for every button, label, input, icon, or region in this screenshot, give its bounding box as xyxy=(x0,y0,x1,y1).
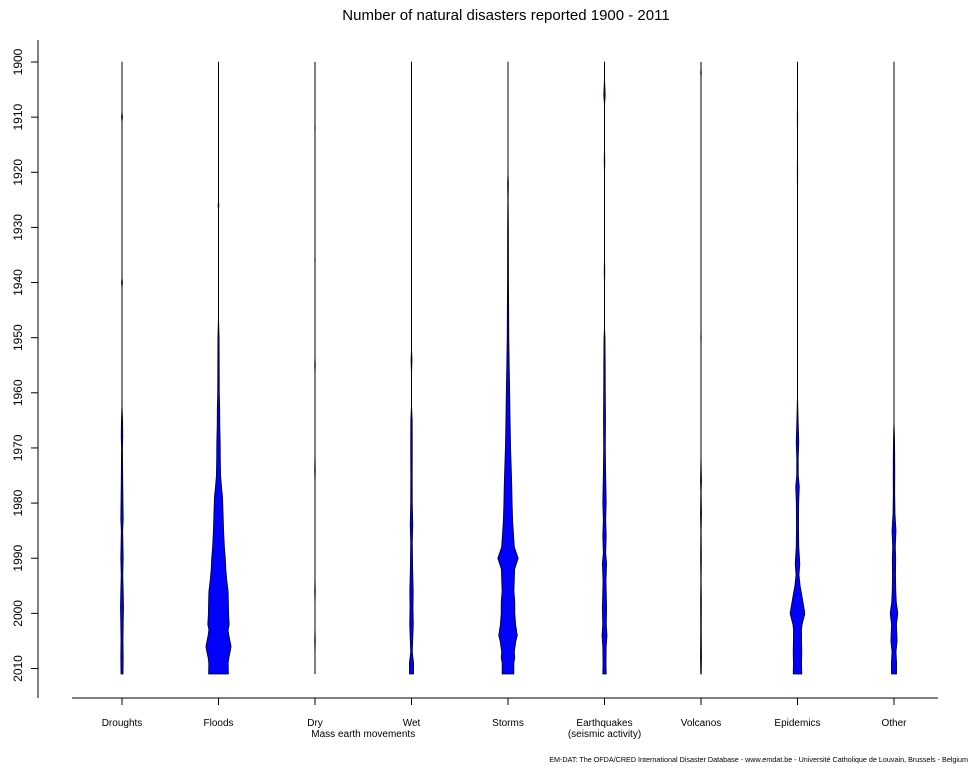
violin-storms xyxy=(497,61,519,675)
x-tick-label-wet: Wet xyxy=(403,718,421,729)
chart-title: Number of natural disasters reported 190… xyxy=(342,7,669,24)
violin-epidemics xyxy=(789,61,806,675)
y-tick-label-2000: 2000 xyxy=(11,600,25,627)
violin-other xyxy=(889,61,899,675)
violin-floods xyxy=(205,61,232,675)
x-tick-label-storms: Storms xyxy=(492,718,524,729)
y-tick-label-1920: 1920 xyxy=(11,159,25,186)
x-tick-label-dry: Dry xyxy=(307,718,323,729)
y-tick-label-1940: 1940 xyxy=(11,269,25,296)
x-tick-label-floods: Floods xyxy=(203,718,233,729)
x-tick-label-epidemics: Epidemics xyxy=(774,718,820,729)
y-tick-label-1900: 1900 xyxy=(11,48,25,75)
y-tick-label-1950: 1950 xyxy=(11,324,25,351)
violin-volcanos xyxy=(700,61,702,675)
y-tick-label-1970: 1970 xyxy=(11,434,25,461)
y-tick-label-2010: 2010 xyxy=(11,655,25,682)
x-tick-label-volcanos: Volcanos xyxy=(681,718,722,729)
y-tick-label-1960: 1960 xyxy=(11,379,25,406)
y-tick-label-1980: 1980 xyxy=(11,489,25,516)
y-tick-label-1990: 1990 xyxy=(11,545,25,572)
x-tick-label-droughts: Droughts xyxy=(102,718,143,729)
x-tick-label-other: Other xyxy=(881,718,907,729)
violins-group xyxy=(120,61,899,675)
violin-droughts xyxy=(120,61,124,675)
source-credit: EM-DAT: The OFDA/CRED International Disa… xyxy=(549,755,968,764)
violin-earthquakes xyxy=(601,61,608,675)
x-tick-sublabel-earthquakes: (seismic activity) xyxy=(568,729,641,740)
x-tick-label-earthquakes: Earthquakes xyxy=(576,718,632,729)
y-tick-label-1910: 1910 xyxy=(11,103,25,130)
x-tick-sublabel-dry: Mass earth movements xyxy=(311,729,415,740)
violin-dry xyxy=(314,61,316,675)
y-tick-label-1930: 1930 xyxy=(11,214,25,241)
y-axis-ticks: 1900 1910 1920 1930 1940 1950 1960 1970 1980 1990… xyxy=(11,48,38,682)
violin-wet xyxy=(408,61,415,675)
